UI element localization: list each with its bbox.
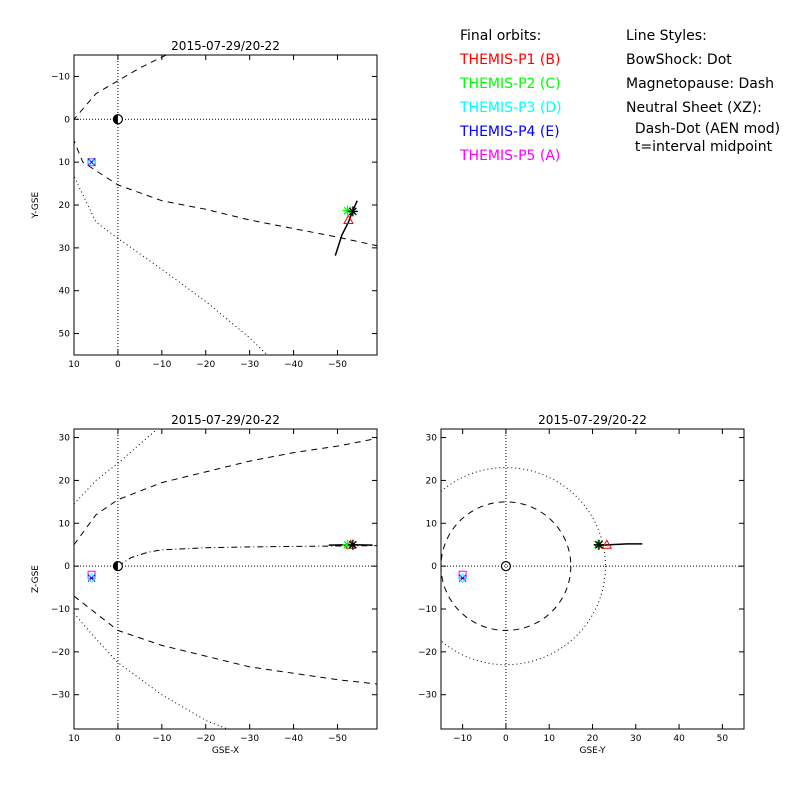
panel-yz-xtick-label: 40 [673, 734, 685, 744]
panel-xz-plot-area [74, 429, 377, 729]
panel-xz-marker-diamond-3 [86, 573, 97, 583]
panel-xy-title: 2015-07-29/20-22 [171, 39, 280, 53]
panel-xy-xtick-label: −20 [196, 360, 215, 370]
panel-yz-frame [440, 428, 745, 730]
panel-xz-magnetopause-south-curve [74, 595, 377, 685]
orbits-legend: Final orbits: THEMIS-P1 (B) THEMIS-P2 (C… [460, 24, 562, 168]
line-styles-title: Line Styles: [626, 28, 707, 44]
panel-xz-magnetopause-north-curve [74, 437, 377, 545]
panel-xy-orbit-track-0 [334, 200, 358, 256]
panel-xz-xtick-label: −30 [240, 734, 259, 744]
line-styles-legend: Line Styles: BowShock: Dot Magnetopause:… [626, 24, 780, 156]
panel-xz-ytick-label: 30 [59, 434, 71, 444]
panel-yz-ytick-label: −10 [418, 605, 437, 615]
panel-xz-xtick-label: −10 [152, 734, 171, 744]
panel-yz-marker-asterisk-6 [593, 539, 604, 550]
panel-xz-ytick-label: −10 [51, 605, 70, 615]
panel-yz-xtick-label: 10 [543, 734, 555, 744]
panel-xz-ytick-label: −30 [51, 691, 70, 701]
panel-yz-ytick-label: 10 [426, 519, 438, 529]
panel-xz-xlabel: GSE-X [212, 746, 239, 756]
panel-xz-frame [73, 428, 378, 730]
panel-yz-magnetopause-circle [441, 501, 572, 631]
panel-xz-ytick-label: 10 [59, 519, 71, 529]
panel-yz-xtick-label: −10 [453, 734, 472, 744]
panel-xz-neutral-sheet-curve [117, 545, 377, 567]
panel-xy-marker-triangle-4 [343, 214, 354, 224]
panel-xy-frame [73, 54, 378, 356]
orbit-label-p1: THEMIS-P1 (B) [460, 52, 561, 68]
orbits-legend-title: Final orbits: [460, 28, 542, 44]
panel-yz-xtick-label: 20 [587, 734, 599, 744]
panel-xz-xtick-label: −50 [328, 734, 347, 744]
panel-yz-ytick-label: 20 [426, 476, 438, 486]
panel-xy-ytick-label: 30 [59, 244, 71, 254]
panel-xz-xtick-label: 10 [68, 734, 80, 744]
panel-xy-xtick-label: −40 [284, 360, 303, 370]
panel-xy-marker-earth-0-shade [113, 114, 118, 124]
panel-yz-xtick-label: 30 [630, 734, 642, 744]
panel-yz-ytick-label: −20 [418, 648, 437, 658]
panel-xz-xtick-label: −20 [196, 734, 215, 744]
panel-xy-marker-x-2 [87, 158, 96, 166]
panel-xy-magnetopause-curve [74, 55, 377, 247]
panel-yz-plot-area [441, 429, 744, 729]
panel-xy-ylabel: Y-GSE [31, 192, 41, 220]
panel-xy-marker-diamond-3 [86, 157, 97, 167]
panel-xz-bowshock-north-curve [74, 429, 158, 505]
panel-xy-xtick-label: −10 [152, 360, 171, 370]
panel-xz-marker-asterisk-5 [342, 539, 353, 550]
panel-xz-ylabel: Z-GSE [31, 565, 41, 593]
panel-xy-xtick-label: 0 [115, 360, 121, 370]
panel-yz-marker-diamond-3 [457, 573, 468, 583]
style-neutral-sheet: Neutral Sheet (XZ): [626, 100, 762, 116]
panel-xy-marker-asterisk-6 [347, 206, 358, 217]
panel-xz-marker-earth-0-shade [113, 561, 118, 571]
panel-yz-ytick-label: 0 [431, 562, 437, 572]
panel-yz-xtick-label: 50 [717, 734, 729, 744]
panel-yz: 2015-07-29/20-22 −10 0 10 20 30 40 50 30 20 10 0 −10… [418, 413, 745, 756]
panel-xy-ytick-label: 40 [59, 287, 71, 297]
panel-yz-marker-earth-open-0 [500, 561, 512, 572]
panel-yz-xlabel: GSE-Y [579, 746, 606, 756]
panel-xz-ytick-label: 0 [64, 562, 70, 572]
panel-yz-ytick-label: −30 [418, 691, 437, 701]
panel-xy-xtick-label: 10 [68, 360, 80, 370]
panel-xy-ytick-label: −10 [51, 72, 70, 82]
panel-xz-bowshock-south-curve [74, 612, 228, 729]
panel-xz-xtick-label: 0 [115, 734, 121, 744]
orbit-label-p4: THEMIS-P4 (E) [460, 124, 560, 140]
panel-xy-plot-area [74, 55, 377, 355]
orbit-label-p3: THEMIS-P3 (D) [460, 100, 562, 116]
panel-yz-xtick-label: 0 [503, 734, 509, 744]
panel-yz-title: 2015-07-29/20-22 [538, 413, 647, 427]
panel-xy: 2015-07-29/20-22 10 0 −10 −20 −30 −40 −50 −10 0 10… [31, 39, 378, 370]
style-neutral-sheet-detail: Dash-Dot (AEN mod) [626, 121, 781, 137]
panel-xz-marker-asterisk-6 [347, 539, 358, 550]
panel-xz-xtick-label: −40 [284, 734, 303, 744]
panel-xy-xtick-label: −30 [240, 360, 259, 370]
panel-xy-ytick-label: 10 [59, 158, 71, 168]
style-magnetopause: Magnetopause: Dash [626, 76, 775, 92]
panel-yz-bowshock-circle [441, 467, 606, 666]
orbit-label-p5: THEMIS-P5 (A) [460, 148, 561, 164]
panel-yz-marker-triangle-4 [601, 539, 613, 549]
panel-xy-ytick-label: 0 [64, 115, 70, 125]
panel-xy-ytick-label: 20 [59, 201, 71, 211]
panel-xy-ytick-label: 50 [59, 330, 71, 340]
panel-xy-bowshock-curve [74, 174, 268, 355]
orbit-label-p2: THEMIS-P2 (C) [460, 76, 561, 92]
panel-xz-ytick-label: 20 [59, 476, 71, 486]
style-bowshock: BowShock: Dot [626, 52, 732, 68]
panel-xy-marker-asterisk-5 [342, 205, 353, 216]
style-interval-note: t=interval midpoint [626, 139, 773, 155]
panel-xz-ytick-label: −20 [51, 648, 70, 658]
panel-xz: 2015-07-29/20-22 10 0 −10 −20 −30 −40 −50 30 20 10… [31, 413, 378, 756]
panel-xy-xtick-label: −50 [328, 360, 347, 370]
panel-yz-ytick-label: 30 [426, 434, 438, 444]
panel-xz-title: 2015-07-29/20-22 [171, 413, 280, 427]
